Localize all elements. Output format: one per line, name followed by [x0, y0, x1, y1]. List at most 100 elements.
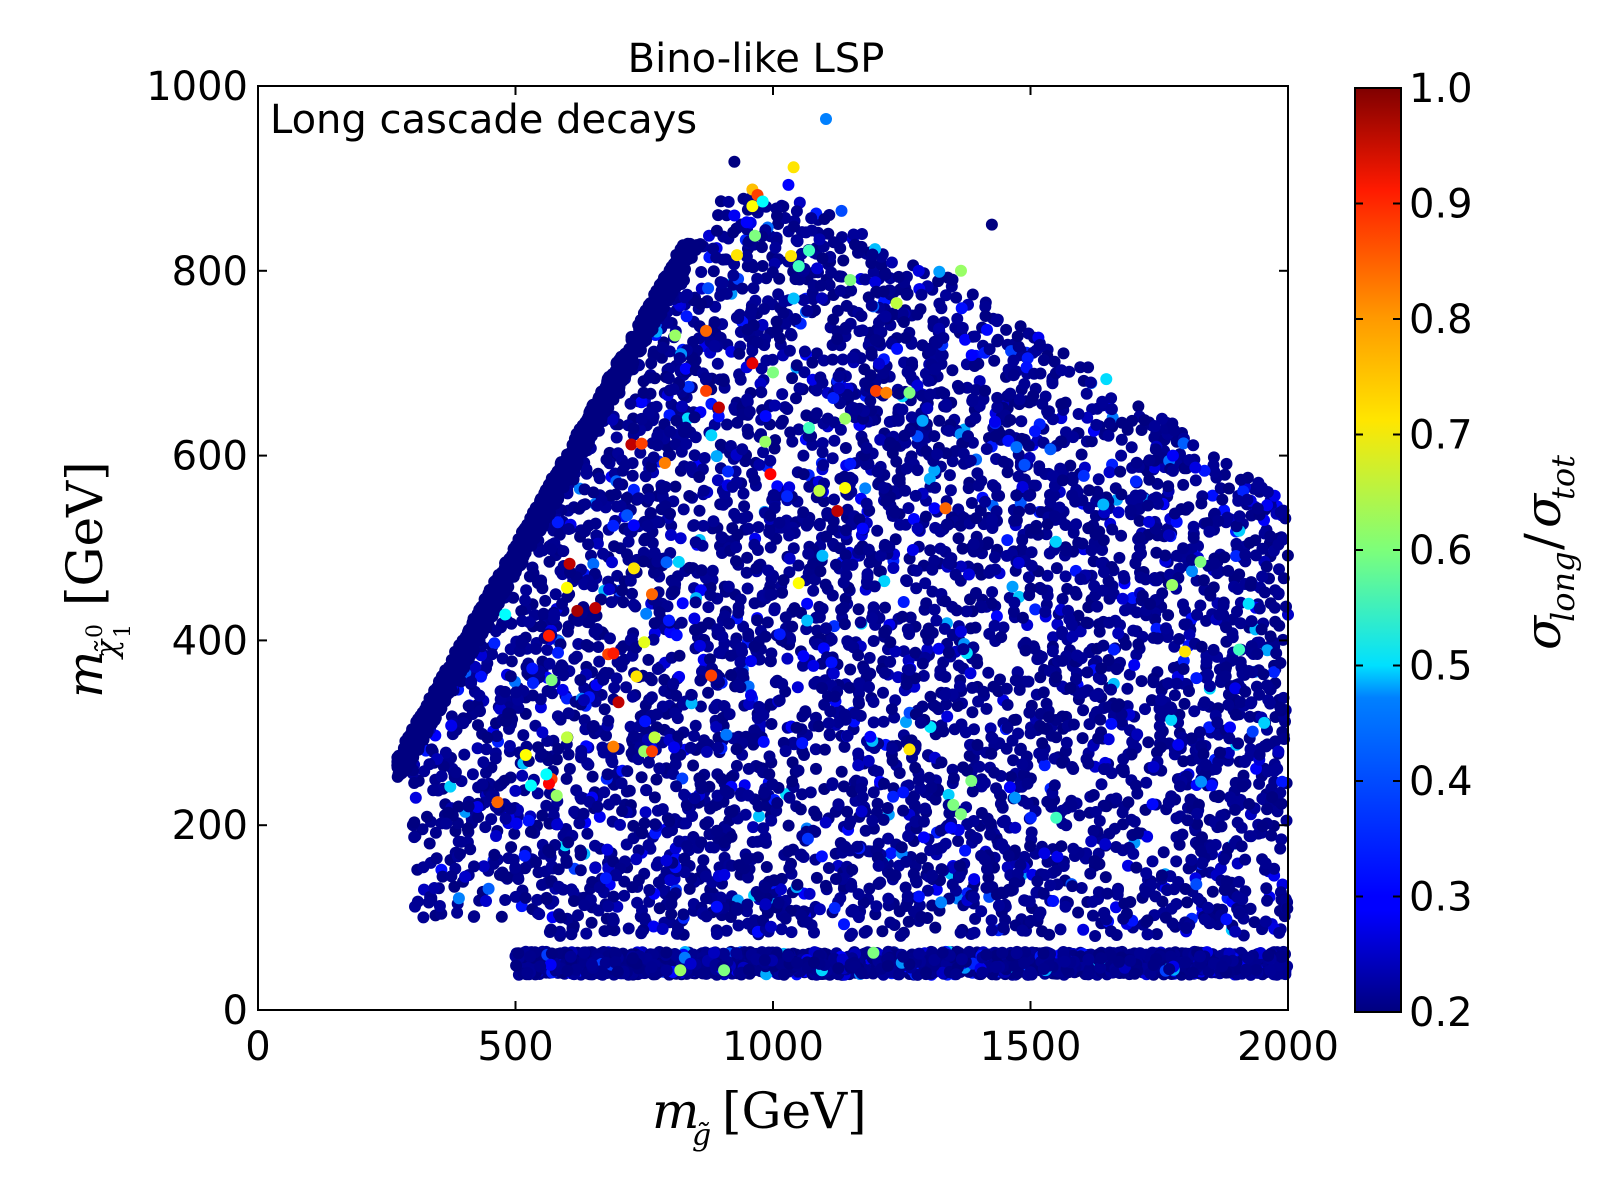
background-point	[1160, 622, 1172, 635]
background-point	[1178, 697, 1191, 710]
background-point	[1021, 797, 1034, 810]
background-point	[1245, 615, 1258, 628]
background-point	[688, 792, 701, 805]
background-point	[1043, 928, 1056, 941]
background-point	[696, 665, 708, 678]
background-point	[720, 924, 733, 937]
background-point	[1213, 608, 1226, 621]
background-point	[526, 662, 539, 675]
background-point	[741, 582, 754, 595]
background-point	[795, 909, 808, 922]
background-point	[1006, 580, 1019, 593]
background-point	[954, 926, 967, 939]
background-point	[866, 814, 879, 827]
background-point	[714, 438, 727, 451]
background-point	[956, 321, 969, 334]
background-point	[894, 929, 907, 942]
background-point	[409, 791, 422, 804]
background-point	[1087, 789, 1100, 801]
background-point	[892, 414, 905, 427]
background-point	[830, 873, 842, 885]
background-point	[536, 726, 549, 739]
background-point	[1220, 457, 1233, 470]
background-point	[473, 689, 486, 702]
background-point	[452, 892, 465, 905]
background-point	[846, 927, 858, 940]
background-point	[498, 774, 511, 787]
background-point	[862, 543, 875, 556]
background-point	[499, 894, 512, 906]
background-point	[856, 522, 869, 535]
background-point	[725, 771, 738, 784]
background-point	[901, 575, 913, 588]
background-point	[718, 700, 730, 712]
background-point	[647, 451, 660, 464]
background-point	[1116, 592, 1129, 605]
background-point	[937, 725, 950, 738]
background-point	[1105, 683, 1117, 696]
background-point	[955, 302, 968, 315]
background-point	[1185, 853, 1198, 866]
background-point	[1249, 549, 1262, 562]
background-point	[1111, 888, 1124, 901]
background-point	[676, 597, 689, 610]
background-point	[889, 869, 902, 882]
background-point	[837, 601, 850, 614]
background-point	[614, 818, 626, 831]
background-point	[549, 588, 562, 601]
background-point	[712, 741, 725, 754]
background-point	[1097, 639, 1110, 652]
background-point	[1179, 883, 1192, 895]
background-point	[688, 612, 701, 625]
background-point	[814, 371, 827, 384]
background-point	[884, 636, 897, 649]
background-point	[765, 920, 777, 933]
background-point	[969, 412, 982, 424]
background-point	[605, 596, 618, 609]
background-point	[1067, 718, 1080, 731]
background-point	[959, 844, 972, 857]
background-point	[837, 780, 850, 793]
background-point	[1115, 529, 1128, 542]
background-point	[988, 619, 1001, 632]
background-point	[801, 832, 814, 845]
background-point	[1071, 649, 1084, 662]
background-point	[902, 830, 915, 843]
background-point	[651, 439, 664, 452]
background-point	[885, 703, 898, 716]
background-point	[946, 273, 959, 286]
background-point	[1080, 387, 1093, 400]
background-point	[740, 216, 753, 229]
background-point	[859, 273, 872, 286]
background-point	[901, 623, 914, 636]
chart-title: Bino-like LSP	[628, 36, 885, 82]
background-point	[822, 862, 835, 874]
background-point	[1004, 414, 1017, 426]
background-point	[459, 870, 472, 883]
background-point	[1015, 415, 1028, 428]
background-point	[1224, 791, 1236, 804]
background-point	[790, 392, 802, 405]
background-point	[556, 660, 569, 673]
background-point	[897, 786, 910, 799]
background-point	[1037, 686, 1050, 699]
background-point	[1239, 549, 1252, 561]
background-point	[838, 918, 850, 931]
background-point	[665, 897, 678, 910]
background-point	[1130, 861, 1143, 874]
background-point	[910, 564, 923, 577]
background-point	[956, 542, 969, 555]
background-point	[637, 386, 650, 399]
background-point	[1120, 907, 1133, 920]
background-point	[1115, 488, 1128, 501]
background-point	[768, 604, 781, 617]
background-point	[689, 596, 702, 609]
background-point	[1103, 417, 1116, 430]
background-point	[1022, 675, 1035, 688]
background-point	[1155, 869, 1168, 882]
background-point	[912, 890, 925, 903]
background-point	[867, 635, 880, 647]
background-point	[650, 708, 663, 721]
background-point	[971, 467, 984, 480]
background-point	[1229, 925, 1242, 938]
